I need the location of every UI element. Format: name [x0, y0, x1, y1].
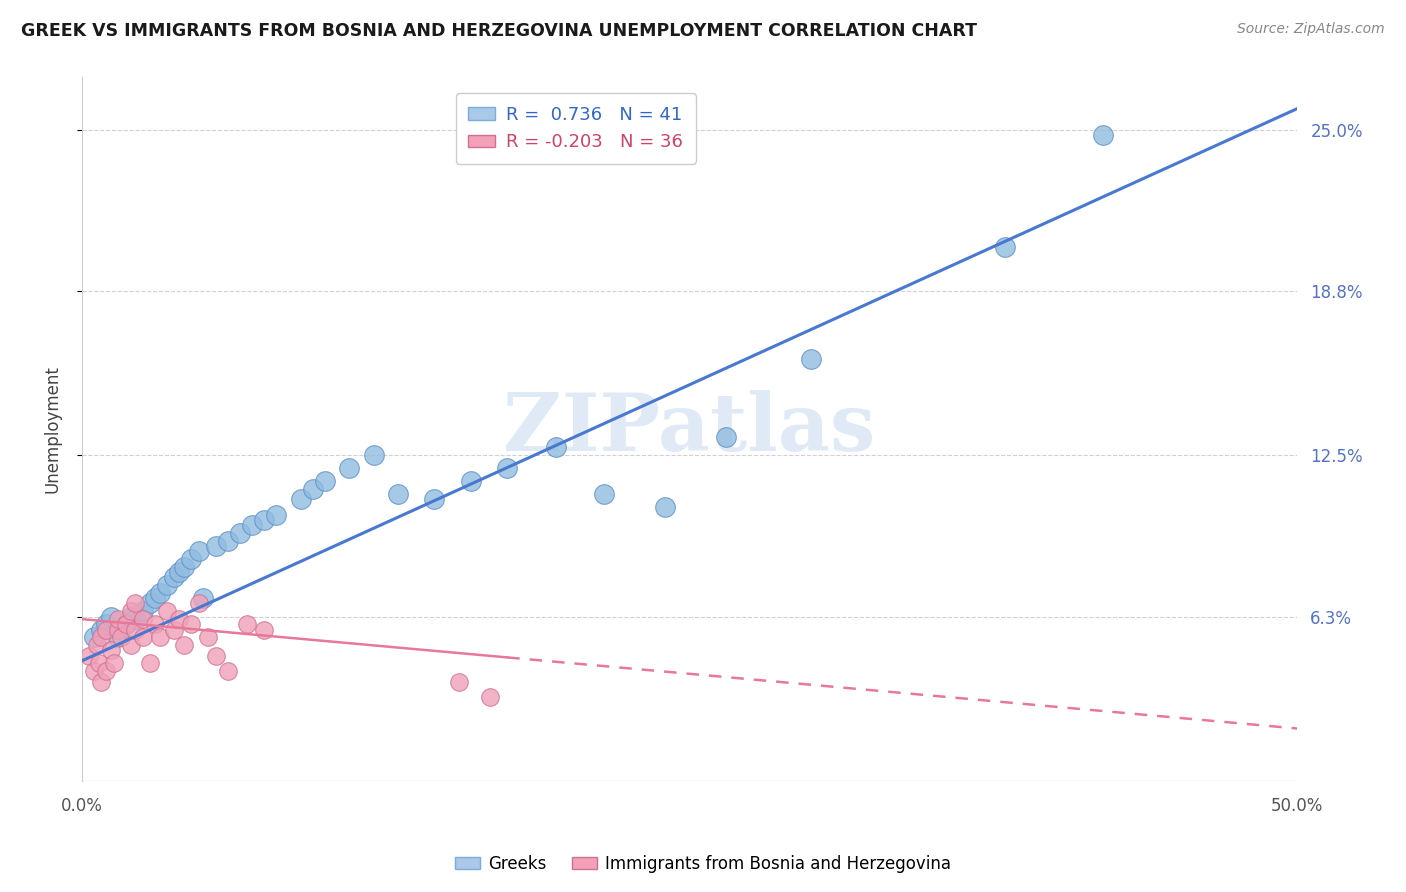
Point — [187, 597, 209, 611]
Point — [131, 631, 153, 645]
Point — [131, 604, 153, 618]
Point — [460, 474, 482, 488]
Point — [77, 648, 100, 663]
Point — [290, 492, 312, 507]
Point — [193, 591, 215, 606]
Point — [143, 591, 166, 606]
Point — [187, 544, 209, 558]
Point — [96, 617, 118, 632]
Point — [83, 664, 105, 678]
Point — [253, 623, 276, 637]
Point — [107, 612, 129, 626]
Point — [229, 526, 252, 541]
Point — [253, 513, 276, 527]
Point — [100, 643, 122, 657]
Point — [139, 597, 162, 611]
Point — [107, 623, 129, 637]
Point — [363, 448, 385, 462]
Point — [124, 597, 146, 611]
Point — [593, 487, 616, 501]
Point — [131, 612, 153, 626]
Point — [103, 657, 125, 671]
Point — [301, 482, 323, 496]
Point — [387, 487, 409, 501]
Point — [114, 617, 136, 632]
Point — [90, 674, 112, 689]
Point — [86, 638, 108, 652]
Point — [163, 570, 186, 584]
Point — [156, 604, 179, 618]
Point — [994, 240, 1017, 254]
Point — [83, 631, 105, 645]
Point — [90, 631, 112, 645]
Point — [90, 623, 112, 637]
Text: GREEK VS IMMIGRANTS FROM BOSNIA AND HERZEGOVINA UNEMPLOYMENT CORRELATION CHART: GREEK VS IMMIGRANTS FROM BOSNIA AND HERZ… — [21, 22, 977, 40]
Point — [96, 664, 118, 678]
Point — [173, 638, 195, 652]
Point — [173, 560, 195, 574]
Point — [149, 586, 172, 600]
Point — [800, 351, 823, 366]
Point — [143, 617, 166, 632]
Point — [100, 609, 122, 624]
Point — [544, 440, 567, 454]
Legend: Greeks, Immigrants from Bosnia and Herzegovina: Greeks, Immigrants from Bosnia and Herze… — [449, 848, 957, 880]
Point — [1091, 128, 1114, 142]
Point — [423, 492, 446, 507]
Point — [167, 566, 190, 580]
Point — [496, 461, 519, 475]
Point — [266, 508, 288, 522]
Point — [96, 623, 118, 637]
Point — [314, 474, 336, 488]
Point — [107, 631, 129, 645]
Point — [120, 638, 142, 652]
Legend: R =  0.736   N = 41, R = -0.203   N = 36: R = 0.736 N = 41, R = -0.203 N = 36 — [456, 94, 696, 164]
Point — [120, 604, 142, 618]
Point — [217, 664, 239, 678]
Point — [337, 461, 360, 475]
Point — [197, 631, 219, 645]
Point — [180, 552, 202, 566]
Point — [236, 617, 259, 632]
Point — [204, 539, 226, 553]
Text: Source: ZipAtlas.com: Source: ZipAtlas.com — [1237, 22, 1385, 37]
Point — [139, 657, 162, 671]
Point — [654, 500, 676, 515]
Point — [124, 623, 146, 637]
Point — [110, 631, 132, 645]
Point — [156, 578, 179, 592]
Point — [114, 617, 136, 632]
Y-axis label: Unemployment: Unemployment — [44, 365, 60, 493]
Point — [163, 623, 186, 637]
Point — [124, 612, 146, 626]
Point — [180, 617, 202, 632]
Text: ZIPatlas: ZIPatlas — [503, 390, 876, 468]
Point — [447, 674, 470, 689]
Point — [479, 690, 502, 705]
Point — [204, 648, 226, 663]
Point — [87, 657, 110, 671]
Point — [240, 518, 263, 533]
Point — [714, 430, 737, 444]
Point — [149, 631, 172, 645]
Point — [217, 533, 239, 548]
Point — [120, 609, 142, 624]
Point — [167, 612, 190, 626]
